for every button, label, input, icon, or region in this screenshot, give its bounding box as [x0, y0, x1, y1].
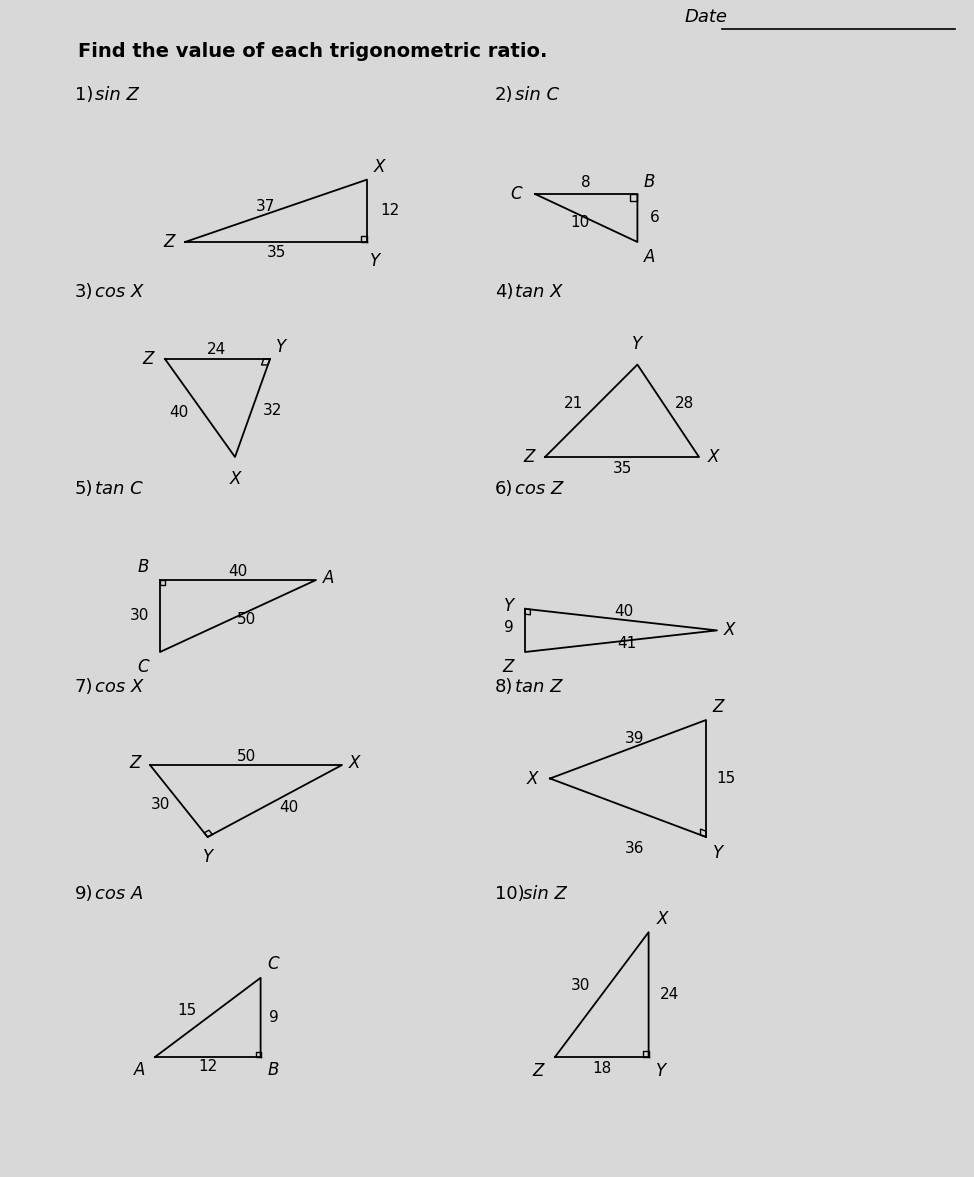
- Text: 7): 7): [75, 678, 94, 696]
- Text: A: A: [323, 568, 335, 586]
- Text: 10: 10: [570, 215, 589, 231]
- Text: 36: 36: [624, 842, 644, 856]
- Text: sin Z: sin Z: [95, 86, 139, 104]
- Text: A: A: [133, 1062, 145, 1079]
- Text: Y: Y: [632, 335, 643, 353]
- Text: cos X: cos X: [95, 678, 143, 696]
- Text: 28: 28: [675, 397, 694, 411]
- Text: 4): 4): [495, 282, 513, 301]
- Text: 15: 15: [177, 1003, 197, 1018]
- Text: Z: Z: [129, 753, 140, 772]
- Text: X: X: [373, 158, 385, 175]
- Text: 9): 9): [75, 885, 94, 903]
- Text: 40: 40: [614, 604, 633, 619]
- Text: B: B: [644, 173, 656, 191]
- Text: sin C: sin C: [515, 86, 559, 104]
- Text: tan X: tan X: [515, 282, 563, 301]
- Text: 9: 9: [270, 1010, 280, 1025]
- Text: 2): 2): [495, 86, 513, 104]
- Text: 8): 8): [495, 678, 513, 696]
- Text: 8: 8: [581, 175, 591, 191]
- Text: 10): 10): [495, 885, 525, 903]
- Text: B: B: [138, 558, 149, 577]
- Text: 30: 30: [151, 797, 170, 812]
- Text: Y: Y: [276, 338, 285, 357]
- Text: X: X: [350, 753, 360, 772]
- Text: 12: 12: [380, 204, 399, 218]
- Text: Y: Y: [203, 847, 212, 866]
- Text: Y: Y: [505, 598, 514, 616]
- Text: Z: Z: [713, 698, 724, 716]
- Text: 35: 35: [266, 245, 285, 260]
- Text: 18: 18: [592, 1062, 612, 1076]
- Text: 24: 24: [207, 341, 226, 357]
- Text: tan C: tan C: [95, 480, 143, 498]
- Text: 37: 37: [256, 199, 276, 214]
- Text: 30: 30: [571, 978, 590, 993]
- Text: 30: 30: [130, 609, 149, 624]
- Text: 5): 5): [75, 480, 94, 498]
- Text: 39: 39: [624, 731, 644, 746]
- Text: X: X: [707, 448, 719, 466]
- Text: B: B: [267, 1062, 279, 1079]
- Text: Y: Y: [656, 1062, 666, 1080]
- Text: X: X: [725, 621, 735, 639]
- Text: Z: Z: [164, 233, 174, 251]
- Text: 3): 3): [75, 282, 94, 301]
- Text: C: C: [267, 956, 279, 973]
- Text: 50: 50: [237, 749, 255, 764]
- Text: X: X: [656, 910, 668, 929]
- Text: 9: 9: [505, 620, 514, 636]
- Text: Y: Y: [713, 844, 723, 862]
- Text: C: C: [137, 658, 149, 676]
- Text: 41: 41: [618, 636, 637, 651]
- Text: Find the value of each trigonometric ratio.: Find the value of each trigonometric rat…: [78, 42, 547, 61]
- Text: Z: Z: [503, 658, 514, 676]
- Text: 6: 6: [651, 211, 660, 226]
- Text: cos A: cos A: [95, 885, 143, 903]
- Text: 40: 40: [169, 405, 189, 420]
- Text: 35: 35: [613, 460, 632, 476]
- Text: 32: 32: [263, 404, 282, 418]
- Text: 40: 40: [280, 799, 299, 814]
- Text: 6): 6): [495, 480, 513, 498]
- Text: Date: Date: [685, 8, 728, 26]
- Text: cos X: cos X: [95, 282, 143, 301]
- Text: sin Z: sin Z: [523, 885, 567, 903]
- Text: 24: 24: [660, 988, 680, 1002]
- Text: A: A: [644, 248, 656, 266]
- Text: Z: Z: [524, 448, 535, 466]
- Text: X: X: [527, 770, 539, 787]
- Text: Z: Z: [532, 1062, 543, 1080]
- Text: Z: Z: [142, 350, 154, 368]
- Text: C: C: [510, 185, 522, 202]
- Text: 12: 12: [198, 1059, 217, 1075]
- Text: 40: 40: [228, 564, 247, 579]
- Text: X: X: [229, 470, 241, 487]
- Text: 15: 15: [717, 771, 735, 786]
- Text: cos Z: cos Z: [515, 480, 563, 498]
- Text: 21: 21: [564, 397, 582, 411]
- Text: tan Z: tan Z: [515, 678, 563, 696]
- Text: Y: Y: [369, 252, 380, 271]
- Text: 50: 50: [237, 612, 256, 627]
- Text: 1): 1): [75, 86, 94, 104]
